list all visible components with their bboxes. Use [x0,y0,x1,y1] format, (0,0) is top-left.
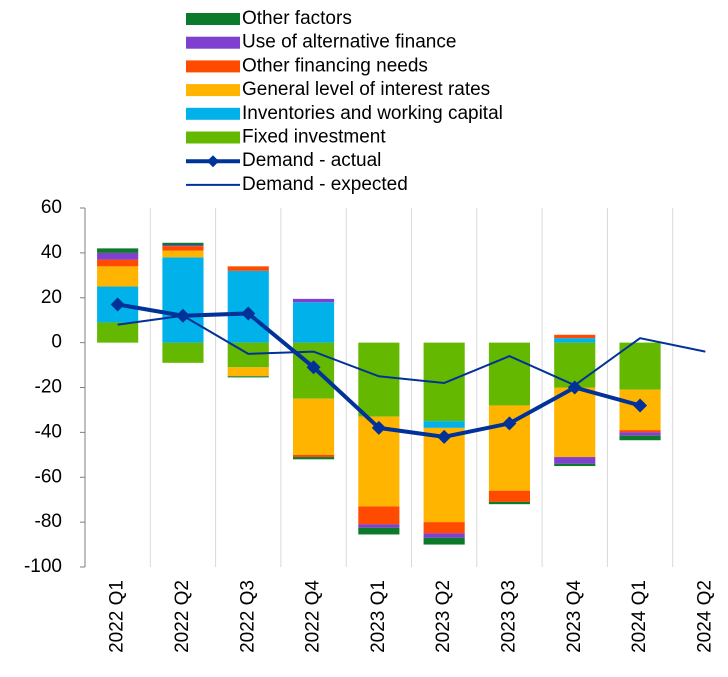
bar [97,259,139,267]
bar [97,248,139,253]
bar [423,522,465,534]
y-tick-label: 40 [41,242,62,263]
x-tick-label: 2022 Q1 [107,580,128,653]
y-tick-label: -40 [35,421,62,442]
marker [371,420,386,435]
bar [227,266,269,271]
marker [306,360,321,375]
x-tick-label: 2023 Q4 [564,580,585,653]
bar [162,342,204,363]
bar [358,524,400,528]
bar [227,367,269,377]
bar [97,322,139,343]
bar [554,457,596,464]
y-tick-label: 0 [51,332,62,353]
legend-label: Other financing needs [242,55,428,76]
bar [292,302,335,343]
line [117,314,706,387]
bar [227,376,269,378]
legend-label: Demand - actual [242,150,381,171]
y-tick-label: -100 [24,556,62,577]
bar [162,245,204,247]
legend-label: Other factors [242,8,352,29]
bar [292,454,335,458]
x-tick-label: 2023 Q2 [433,580,454,653]
marker [633,398,648,413]
bar [488,342,531,406]
bar [358,527,400,535]
bar [162,257,204,343]
legend-swatch [186,131,240,144]
legend-swatch [186,13,240,25]
legend-label: Demand - expected [242,174,408,195]
bar [423,421,465,428]
legend-label: Inventories and working capital [242,103,503,124]
x-tick-label: 2023 Q1 [368,580,389,653]
bar [292,298,335,303]
y-tick-label: 20 [41,287,62,308]
x-tick-label: 2024 Q1 [629,580,650,653]
bar [488,501,531,505]
marker [110,297,125,312]
y-tick-label: -80 [35,511,62,532]
bar [162,246,204,251]
legend-swatch [186,84,240,97]
legend-label: Use of alternative finance [242,32,456,53]
bar [554,463,596,467]
bar [423,533,465,538]
x-tick-label: 2022 Q2 [172,580,193,653]
bar [554,387,596,458]
bar [292,457,335,460]
legend-label: General level of interest rates [242,79,490,100]
bar [358,506,400,525]
bar [97,266,139,287]
y-tick-label: -60 [35,466,62,487]
x-tick-label: 2022 Q4 [303,580,324,653]
x-tick-label: 2023 Q3 [498,580,519,653]
bar [292,398,335,455]
y-tick-label: -20 [35,377,62,398]
marker [241,306,256,321]
bar [97,252,139,260]
x-tick-label: 2024 Q2 [694,580,715,653]
legend-swatch [186,107,240,120]
marker [502,416,517,431]
legend-swatch [186,36,240,49]
bar [162,250,204,258]
bar [554,338,596,343]
bar [358,342,400,417]
legend-label: Fixed investment [242,127,386,148]
bar [488,490,531,502]
y-tick-label: 60 [41,197,62,218]
bar [554,334,596,339]
bar [162,242,204,246]
bar [619,430,661,433]
bar [619,432,661,436]
marker [437,429,452,444]
legend-swatch [186,60,240,73]
legend-marker [207,155,219,168]
bar [423,537,465,545]
x-tick-label: 2022 Q3 [237,580,258,653]
bar [619,435,661,441]
bar [619,342,661,390]
